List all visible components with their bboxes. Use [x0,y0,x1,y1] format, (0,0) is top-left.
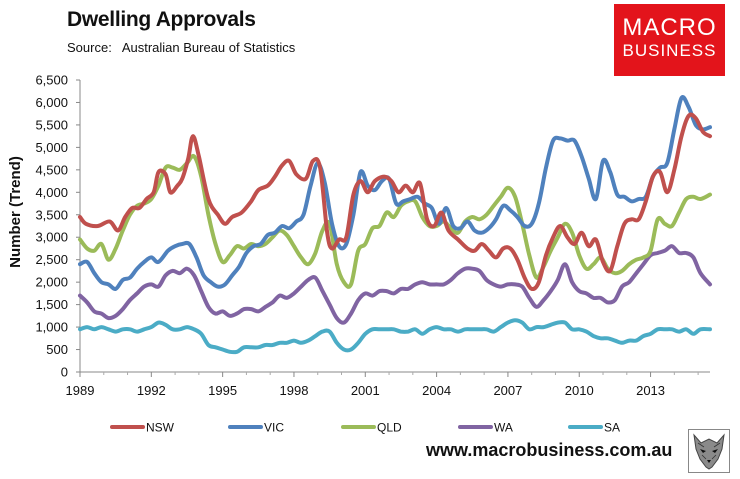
x-tick-label: 1998 [280,383,309,398]
series-line-wa [78,244,712,325]
source-line: Source: Australian Bureau of Statistics [67,40,295,55]
series-line-vic [78,95,712,291]
legend-label-vic: VIC [264,421,284,435]
source-value: Australian Bureau of Statistics [121,40,296,55]
legend-label-nsw: NSW [146,421,175,435]
legend-label-wa: WA [494,421,513,435]
legend-label-qld: QLD [377,421,402,435]
chart-series [78,95,712,355]
series-line-nsw [78,112,712,292]
y-tick-label: 0 [61,365,68,380]
y-axis-ticks: 0 500 1,000 1,500 2,000 2,500 3,000 3,500 4,000 4… [35,73,80,380]
macrobusiness-logo: MACRO BUSINESS [614,4,725,76]
y-tick-label: 4,500 [35,162,68,177]
wolf-icon [688,429,730,473]
series-line-qld [78,153,712,289]
y-tick-label: 500 [46,342,68,357]
y-tick-label: 3,000 [35,230,68,245]
x-tick-label: 1989 [66,383,95,398]
y-axis-label: Number (Trend) [7,156,24,268]
chart-axes [79,80,710,373]
y-tick-label: 1,000 [35,320,68,335]
logo-line-2: BUSINESS [622,41,717,60]
x-axis-ticks: 1989 1992 1995 1998 2001 2004 2007 2010 2013 [66,372,699,398]
y-tick-label: 5,500 [35,117,68,132]
y-tick-label: 6,500 [35,73,68,88]
y-tick-label: 6,000 [35,95,68,110]
x-tick-label: 1995 [208,383,237,398]
x-tick-label: 2004 [422,383,451,398]
source-label: Source: [67,40,112,55]
chart-legend: NSW VIC QLD WA SA [110,421,620,435]
y-tick-label: 2,500 [35,252,68,267]
series-line-sa [78,318,712,355]
y-tick-label: 4,000 [35,185,68,200]
legend-label-sa: SA [604,421,620,435]
x-tick-label: 2010 [565,383,594,398]
logo-line-1: MACRO [622,14,717,41]
y-tick-label: 3,500 [35,207,68,222]
chart-title: Dwelling Approvals [67,8,256,31]
website-url[interactable]: www.macrobusiness.com.au [426,440,673,460]
x-tick-label: 2007 [493,383,522,398]
x-tick-label: 2013 [636,383,665,398]
x-tick-label: 2001 [351,383,380,398]
y-tick-label: 1,500 [35,297,68,312]
y-tick-label: 5,000 [35,140,68,155]
y-tick-label: 2,000 [35,275,68,290]
x-tick-label: 1992 [137,383,166,398]
